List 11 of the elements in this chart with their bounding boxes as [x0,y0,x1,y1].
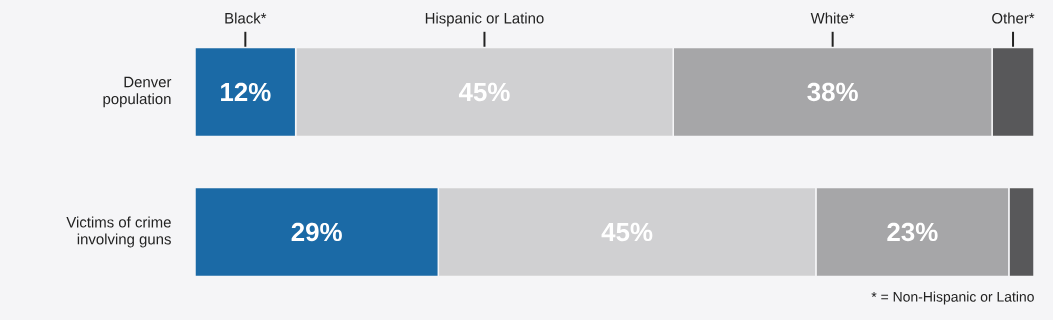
data-label: 38% [807,82,858,102]
data-label: 23% [887,222,938,242]
annotation: * = Non-Hispanic or Latino [871,291,1034,305]
data-label: 29% [291,222,342,242]
series-label: Other* [992,12,1035,24]
y-tick-label: Victims of crime involving guns [66,216,171,248]
series-label: Hispanic or Latino [425,12,544,27]
y-tick-label: Denver population [103,76,172,108]
series-label: Black* [225,12,267,24]
series-label: White* [810,12,855,24]
data-label: 12% [221,82,271,102]
